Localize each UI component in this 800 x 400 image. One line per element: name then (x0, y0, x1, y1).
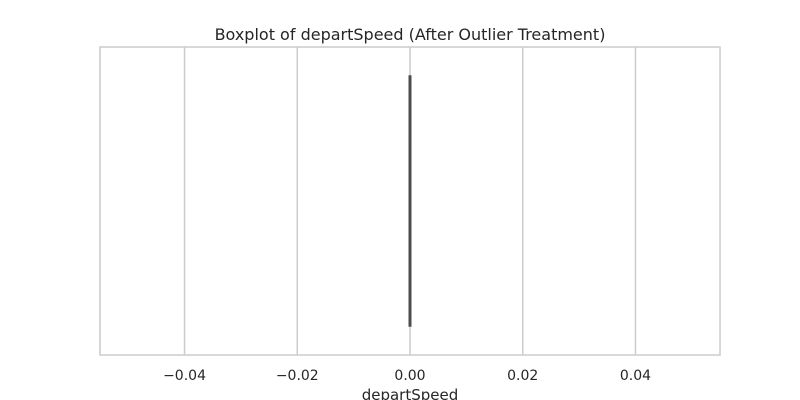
x-tick-label: −0.04 (163, 368, 206, 384)
x-tick-label: 0.00 (394, 368, 425, 384)
x-axis-label: departSpeed (362, 386, 459, 400)
x-tick-labels: −0.04 −0.02 0.00 0.02 0.04 (163, 368, 651, 384)
chart-title: Boxplot of departSpeed (After Outlier Tr… (215, 25, 606, 44)
boxplot-marks (408, 75, 412, 327)
x-tick-label: 0.02 (507, 368, 538, 384)
x-tick-label: 0.04 (620, 368, 651, 384)
x-tick-label: −0.02 (276, 368, 319, 384)
plot-frame (99, 46, 721, 356)
